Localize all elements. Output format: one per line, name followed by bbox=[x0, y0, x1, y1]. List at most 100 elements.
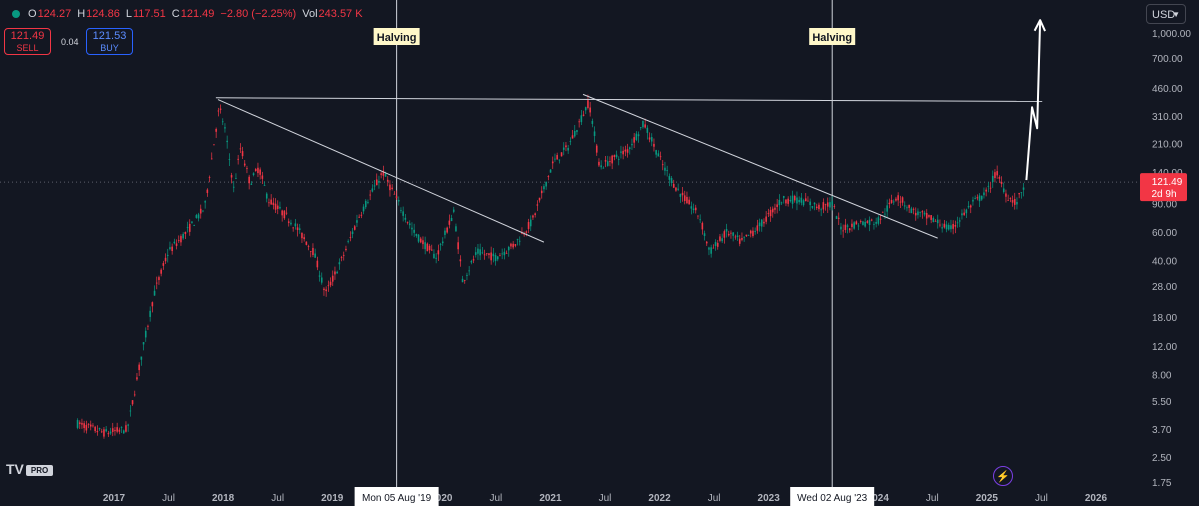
candle-body bbox=[587, 100, 589, 108]
candle-body bbox=[932, 218, 935, 223]
candle-body bbox=[844, 224, 847, 231]
x-tick-label: Jul bbox=[271, 493, 284, 504]
candle-body bbox=[402, 211, 404, 216]
candle-body bbox=[472, 259, 475, 261]
candle-body bbox=[923, 212, 926, 215]
candle-body bbox=[1005, 193, 1007, 197]
currency-select[interactable]: USD ▼ bbox=[1146, 4, 1186, 24]
candle-body bbox=[307, 246, 310, 247]
candle-body bbox=[646, 127, 649, 133]
y-tick-label: 12.00 bbox=[1152, 342, 1177, 353]
candle-body bbox=[771, 208, 774, 213]
x-tick-label: Jul bbox=[489, 493, 502, 504]
candle-body bbox=[226, 140, 228, 143]
candle-body bbox=[428, 245, 431, 251]
candle-body bbox=[609, 161, 611, 162]
candle-body bbox=[565, 145, 567, 148]
candle-body bbox=[144, 330, 147, 338]
candle-body bbox=[173, 241, 176, 244]
candle-body bbox=[1016, 201, 1018, 205]
candle-body bbox=[791, 195, 794, 204]
buy-button[interactable]: 121.53 BUY bbox=[86, 28, 133, 55]
candle-body bbox=[529, 219, 532, 227]
candle-body bbox=[314, 253, 316, 258]
candle-body bbox=[424, 242, 426, 250]
candle-body bbox=[400, 209, 402, 211]
candle-body bbox=[950, 225, 952, 230]
projection-path[interactable] bbox=[1025, 20, 1042, 181]
candle-body bbox=[769, 209, 772, 217]
candle-body bbox=[160, 269, 162, 274]
candle-body bbox=[584, 107, 587, 111]
candle-body bbox=[492, 253, 495, 257]
change-value: −2.80 (−2.25%) bbox=[220, 8, 297, 20]
candle-body bbox=[142, 342, 145, 345]
trend-line[interactable] bbox=[217, 99, 545, 243]
low-label: L bbox=[125, 8, 132, 20]
candle-body bbox=[862, 221, 864, 225]
candle-body bbox=[195, 215, 198, 218]
candle-body bbox=[752, 230, 754, 237]
candle-body bbox=[870, 219, 873, 221]
candle-body bbox=[448, 220, 451, 225]
candle-body bbox=[232, 186, 235, 188]
candle-body bbox=[389, 184, 391, 191]
candle-body bbox=[452, 209, 455, 212]
candle-body bbox=[879, 218, 882, 220]
ohlc-legend: O124.27 H124.86 L117.51 C121.49 −2.80 (−2.25… bbox=[12, 8, 369, 20]
candle-body bbox=[499, 255, 501, 257]
candle-body bbox=[191, 221, 193, 223]
candle-body bbox=[642, 120, 644, 128]
candle-body bbox=[582, 114, 585, 116]
candle-body bbox=[571, 135, 574, 139]
candle-body bbox=[765, 216, 767, 222]
trend-line[interactable] bbox=[582, 93, 938, 239]
candle-body bbox=[859, 221, 862, 222]
candle-body bbox=[373, 185, 376, 187]
candle-body bbox=[710, 247, 712, 254]
y-tick-label: 1,000.00 bbox=[1152, 29, 1191, 40]
candle-body bbox=[1022, 187, 1025, 190]
candle-body bbox=[283, 210, 286, 219]
x-tick-label: 2023 bbox=[758, 493, 781, 504]
candle-body bbox=[934, 220, 937, 222]
candle-body bbox=[917, 211, 919, 216]
candle-body bbox=[901, 197, 904, 203]
candle-body bbox=[303, 237, 305, 240]
candle-body bbox=[593, 131, 596, 136]
candle-body bbox=[547, 176, 550, 178]
candle-body bbox=[83, 423, 85, 429]
candle-body bbox=[598, 161, 600, 166]
candle-body bbox=[415, 233, 418, 236]
sell-button[interactable]: 121.49 SELL bbox=[4, 28, 51, 55]
candle-body bbox=[254, 169, 257, 172]
candle-body bbox=[954, 224, 957, 227]
tradingview-logo[interactable]: TV PRO bbox=[6, 461, 54, 477]
y-tick-label: 5.50 bbox=[1152, 397, 1172, 408]
candle-body bbox=[906, 207, 908, 209]
candle-body bbox=[182, 233, 184, 239]
candle-body bbox=[1013, 198, 1016, 205]
lightning-icon[interactable]: ⚡ bbox=[993, 466, 1013, 486]
candle-body bbox=[873, 224, 875, 225]
candle-body bbox=[523, 233, 525, 235]
candle-body bbox=[369, 194, 371, 196]
candle-body bbox=[826, 202, 829, 207]
candle-body bbox=[675, 187, 677, 191]
candle-body bbox=[545, 181, 547, 187]
candle-body bbox=[485, 253, 488, 255]
candle-body bbox=[589, 107, 591, 113]
candle-body bbox=[866, 221, 869, 223]
candle-body bbox=[848, 228, 851, 231]
trend-line[interactable] bbox=[215, 97, 1043, 102]
candle-body bbox=[246, 168, 248, 169]
candle-body bbox=[681, 192, 684, 196]
candle-body bbox=[147, 325, 149, 327]
candle-body bbox=[364, 200, 367, 208]
candle-body bbox=[162, 263, 165, 266]
candle-body bbox=[219, 108, 222, 110]
candle-body bbox=[573, 130, 576, 137]
candle-body bbox=[807, 200, 809, 202]
candle-body bbox=[789, 199, 792, 202]
